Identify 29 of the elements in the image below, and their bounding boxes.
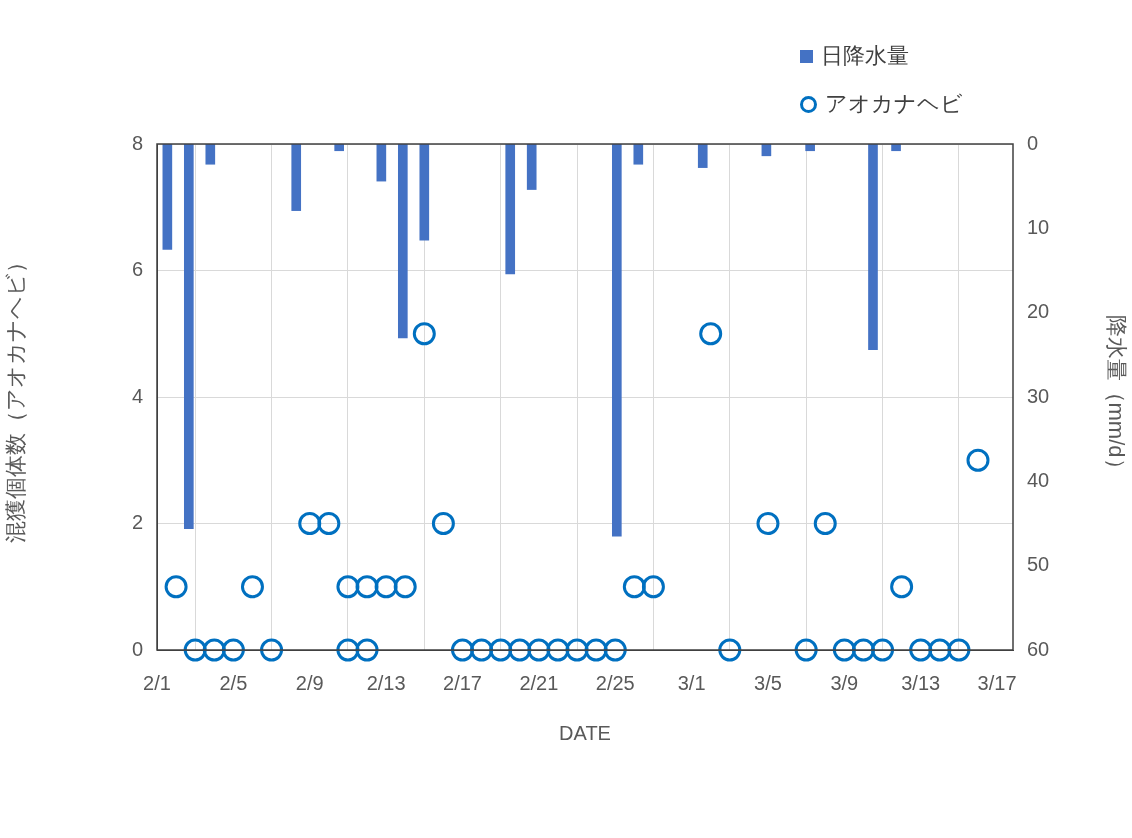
x-tick-label: 2/21 — [519, 671, 559, 694]
y2-tick-label: 50 — [1027, 553, 1050, 576]
x-tick-label: 2/1 — [143, 671, 171, 694]
y2-tick-label: 10 — [1027, 215, 1050, 238]
x-axis-title: DATE — [559, 721, 611, 744]
x-tick-label: 2/17 — [443, 671, 482, 694]
x-tick-label: 3/5 — [754, 671, 782, 694]
x-tick-label: 2/13 — [366, 671, 406, 694]
y2-tick-label: 0 — [1027, 131, 1039, 154]
y2-tick-label: 30 — [1027, 384, 1050, 407]
y-tick-label: 4 — [131, 384, 143, 407]
x-tick-label: 3/17 — [977, 671, 1017, 694]
y-axis-title: 混獲個体数（アオカナヘビ） — [3, 251, 29, 543]
y2-axis-title: 降水量（mm/d） — [1103, 314, 1129, 480]
x-tick-label: 2/5 — [219, 671, 248, 694]
y2-tick-label: 60 — [1027, 637, 1050, 660]
y2-tick-label: 20 — [1027, 300, 1050, 323]
x-tick-label: 2/25 — [595, 671, 635, 694]
x-tick-label: 2/9 — [295, 671, 324, 694]
y-tick-label: 0 — [131, 637, 143, 660]
x-tick-label: 3/13 — [901, 671, 941, 694]
x-tick-label: 3/1 — [677, 671, 706, 694]
x-tick-label: 3/9 — [830, 671, 859, 694]
y-tick-label: 2 — [131, 511, 143, 534]
legend-label: 日降水量 — [821, 42, 909, 70]
y-tick-label: 6 — [131, 258, 143, 281]
y-tick-label: 8 — [131, 131, 143, 154]
legend-label: アオカナヘビ — [825, 90, 963, 118]
y2-tick-label: 40 — [1027, 468, 1050, 491]
